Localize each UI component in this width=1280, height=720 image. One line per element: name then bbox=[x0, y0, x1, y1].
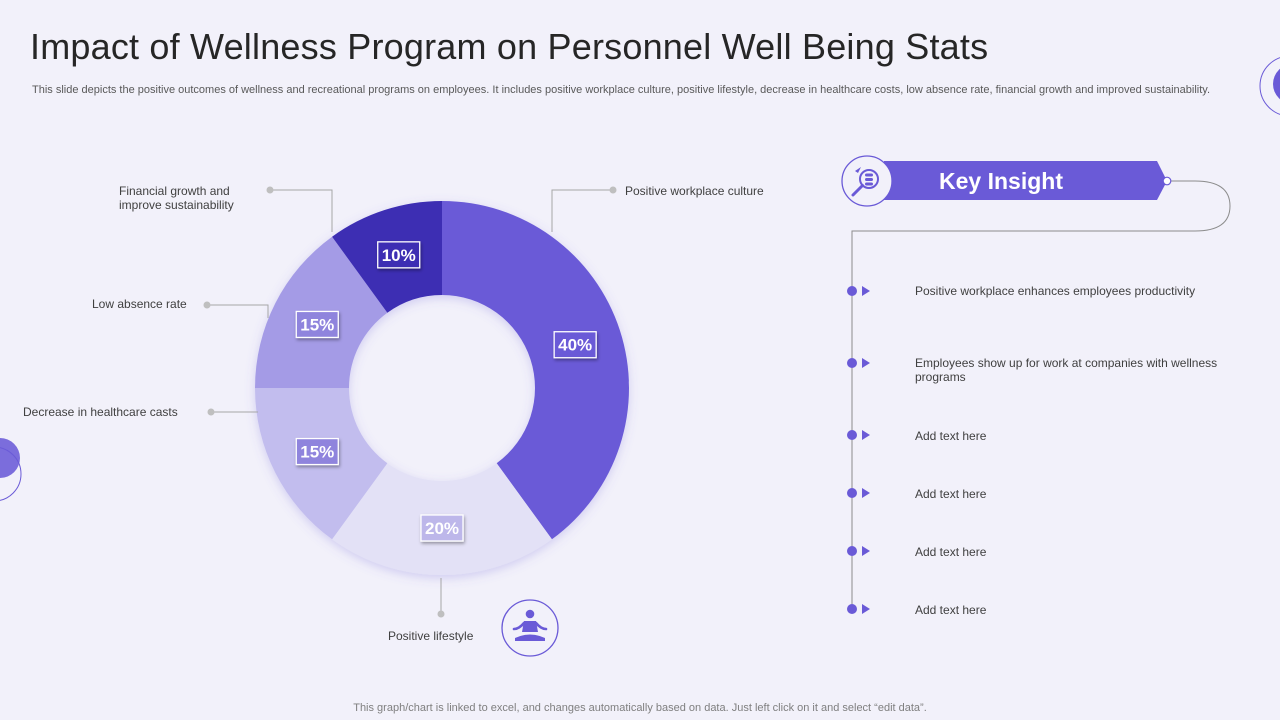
callout-line-absence bbox=[208, 304, 269, 318]
insight-item-1: Positive workplace enhances employees pr… bbox=[915, 284, 1196, 298]
slice-label-text-4: 15% bbox=[300, 315, 334, 334]
insight-item-6: Add text here bbox=[915, 603, 987, 617]
slice-label-text-1: 40% bbox=[558, 336, 592, 355]
slice-label-4: 15% bbox=[295, 310, 339, 339]
callout-dot-financial bbox=[266, 186, 274, 194]
slice-label-1: 40% bbox=[553, 331, 597, 359]
donut-slice-1 bbox=[442, 201, 630, 540]
callout-dot-lifestyle bbox=[437, 610, 445, 618]
insight-bullet-arrow-5 bbox=[862, 546, 870, 556]
page-title: Impact of Wellness Program on Personnel … bbox=[30, 26, 989, 67]
insight-item-5: Add text here bbox=[915, 545, 987, 559]
callout-line-financial bbox=[271, 189, 333, 232]
key-insight-title: Key Insight bbox=[939, 168, 1063, 194]
analysis-magnifier-icon bbox=[851, 167, 879, 197]
insight-bullet-dot-4 bbox=[847, 488, 857, 498]
footer-note: This graph/chart is linked to excel, and… bbox=[353, 702, 927, 714]
callout-financial-line1: Financial growth and bbox=[119, 184, 230, 198]
key-insight-banner: Key Insight bbox=[841, 155, 1231, 612]
slice-label-5: 10% bbox=[377, 241, 421, 269]
insight-bullet-dot-2 bbox=[847, 358, 857, 368]
insight-bullet-dot-3 bbox=[847, 430, 857, 440]
slice-label-text-3: 15% bbox=[300, 443, 334, 462]
slice-label-box-3 bbox=[295, 437, 339, 466]
callout-dot-workplace bbox=[609, 186, 617, 194]
insight-bullet-arrow-2 bbox=[862, 358, 870, 368]
callout-absence: Low absence rate bbox=[92, 297, 187, 311]
slice-label-2: 20% bbox=[420, 514, 464, 542]
slice-label-text-5: 10% bbox=[382, 246, 416, 265]
insight-bullet-dot-5 bbox=[847, 546, 857, 556]
insight-item-4: Add text here bbox=[915, 487, 987, 501]
slice-label-text-2: 20% bbox=[425, 519, 459, 538]
callout-lifestyle: Positive lifestyle bbox=[388, 629, 474, 643]
meditation-person-icon bbox=[501, 599, 559, 657]
insight-bullets bbox=[847, 286, 870, 614]
callout-financial-line2: improve sustainability bbox=[119, 198, 234, 212]
insight-bullet-arrow-6 bbox=[862, 604, 870, 614]
callout-dot-absence bbox=[203, 301, 211, 309]
callout-workplace: Positive workplace culture bbox=[625, 184, 764, 198]
insight-item-3: Add text here bbox=[915, 429, 987, 443]
insight-item-2: Employees show up for work at companies … bbox=[915, 356, 1218, 384]
insight-bullet-arrow-3 bbox=[862, 430, 870, 440]
insight-bullet-dot-1 bbox=[847, 286, 857, 296]
slice-label-box-1 bbox=[553, 331, 597, 359]
insight-bullet-arrow-4 bbox=[862, 488, 870, 498]
slice-label-3: 15% bbox=[295, 437, 339, 466]
callout-dot-healthcare bbox=[207, 408, 215, 416]
slice-label-box-5 bbox=[377, 241, 421, 269]
callout-line-workplace bbox=[551, 189, 612, 232]
page-subtitle: This slide depicts the positive outcomes… bbox=[32, 84, 1211, 96]
slice-label-box-2 bbox=[420, 514, 464, 542]
slice-label-box-4 bbox=[295, 310, 339, 339]
callout-healthcare: Decrease in healthcare casts bbox=[23, 405, 178, 419]
insight-bullet-dot-6 bbox=[847, 604, 857, 614]
insight-bullet-arrow-1 bbox=[862, 286, 870, 296]
